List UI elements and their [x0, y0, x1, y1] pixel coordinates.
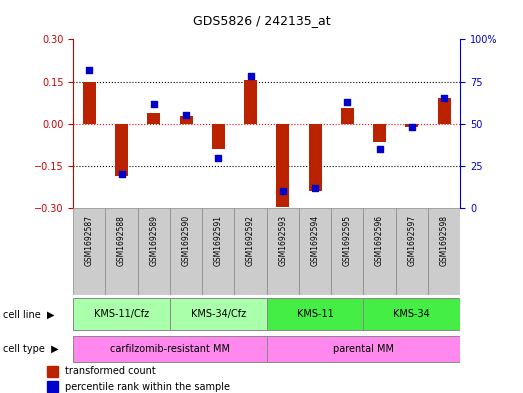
Bar: [73, 336, 267, 362]
Bar: [202, 208, 234, 295]
Text: GSM1692590: GSM1692590: [181, 215, 190, 266]
Bar: [373, 124, 386, 142]
Text: KMS-11: KMS-11: [297, 309, 334, 320]
Text: parental MM: parental MM: [333, 344, 394, 354]
Text: GSM1692592: GSM1692592: [246, 215, 255, 266]
Text: cell line  ▶: cell line ▶: [3, 309, 54, 320]
Text: GSM1692593: GSM1692593: [278, 215, 287, 266]
Text: GSM1692598: GSM1692598: [440, 215, 449, 266]
Bar: [438, 98, 450, 124]
Bar: [180, 116, 192, 124]
Bar: [331, 208, 363, 295]
Bar: [267, 299, 363, 330]
Bar: [276, 124, 289, 207]
Text: GSM1692591: GSM1692591: [214, 215, 223, 266]
Point: [85, 66, 94, 73]
Bar: [428, 208, 460, 295]
Text: carfilzomib-resistant MM: carfilzomib-resistant MM: [110, 344, 230, 354]
Text: GSM1692595: GSM1692595: [343, 215, 352, 266]
Point: [214, 154, 223, 161]
Bar: [212, 124, 225, 149]
Text: GDS5826 / 242135_at: GDS5826 / 242135_at: [192, 14, 331, 27]
Text: GSM1692597: GSM1692597: [407, 215, 416, 266]
Bar: [47, 381, 59, 391]
Text: KMS-34: KMS-34: [393, 309, 430, 320]
Text: cell type  ▶: cell type ▶: [3, 344, 58, 354]
Bar: [299, 208, 331, 295]
Text: GSM1692589: GSM1692589: [150, 215, 158, 266]
Bar: [73, 299, 170, 330]
Bar: [341, 108, 354, 124]
Point: [343, 99, 351, 105]
Point: [440, 95, 448, 101]
Text: KMS-11/Cfz: KMS-11/Cfz: [94, 309, 149, 320]
Point: [246, 73, 255, 80]
Text: KMS-34/Cfz: KMS-34/Cfz: [191, 309, 246, 320]
Point: [117, 171, 126, 178]
Bar: [405, 124, 418, 127]
Bar: [309, 124, 322, 191]
Text: GSM1692596: GSM1692596: [375, 215, 384, 266]
Text: percentile rank within the sample: percentile rank within the sample: [65, 382, 230, 391]
Bar: [396, 208, 428, 295]
Bar: [267, 336, 460, 362]
Point: [150, 100, 158, 107]
Text: GSM1692594: GSM1692594: [311, 215, 320, 266]
Point: [311, 185, 319, 191]
Point: [408, 124, 416, 130]
Bar: [147, 113, 161, 124]
Bar: [170, 208, 202, 295]
Bar: [267, 208, 299, 295]
Point: [376, 146, 384, 152]
Bar: [47, 366, 59, 377]
Bar: [363, 208, 396, 295]
Bar: [115, 124, 128, 176]
Bar: [170, 299, 267, 330]
Bar: [363, 299, 460, 330]
Bar: [83, 82, 96, 124]
Text: GSM1692588: GSM1692588: [117, 215, 126, 266]
Bar: [106, 208, 138, 295]
Text: GSM1692587: GSM1692587: [85, 215, 94, 266]
Point: [182, 112, 190, 119]
Bar: [138, 208, 170, 295]
Bar: [234, 208, 267, 295]
Point: [279, 188, 287, 195]
Bar: [244, 80, 257, 124]
Text: transformed count: transformed count: [65, 367, 156, 376]
Bar: [73, 208, 106, 295]
